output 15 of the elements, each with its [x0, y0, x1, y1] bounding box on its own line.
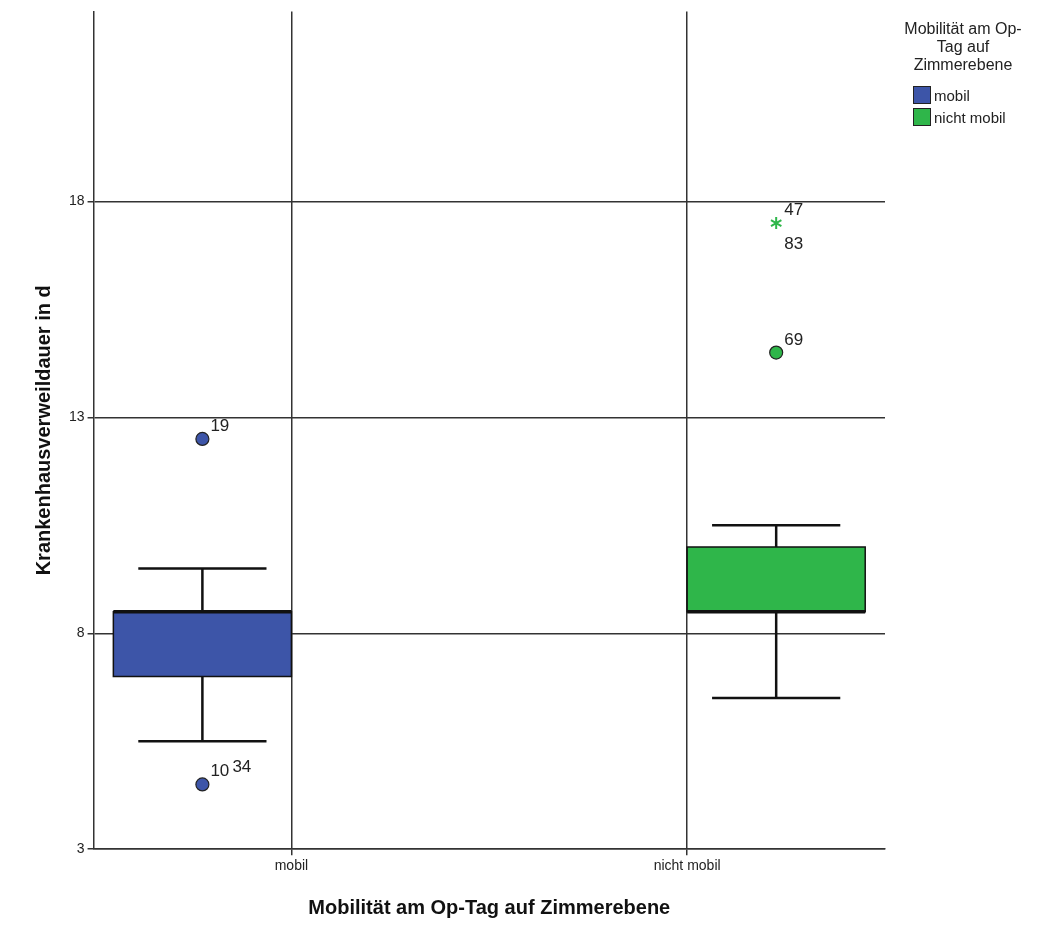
- y-tick-label: 13: [68, 408, 85, 425]
- annotation: 34: [232, 757, 252, 777]
- annotation: 83: [784, 234, 804, 254]
- legend-label: nicht mobil: [934, 108, 1006, 126]
- legend-title: Mobilität am Op-Tag auf Zimmerebene: [903, 20, 1023, 74]
- annotation: 47: [784, 200, 804, 220]
- annotation: 10: [210, 761, 230, 781]
- y-tick-label: 3: [76, 840, 85, 857]
- legend-label: mobil: [934, 86, 970, 104]
- annotation: 69: [784, 329, 804, 349]
- y-tick-label: 8: [76, 624, 85, 641]
- x-axis-title: Mobilität am Op-Tag auf Zimmerebene: [308, 895, 671, 918]
- y-axis-title: Krankenhausverweildauer in d: [31, 285, 54, 576]
- annotation: 19: [210, 415, 230, 435]
- y-tick-label: 18: [68, 192, 85, 209]
